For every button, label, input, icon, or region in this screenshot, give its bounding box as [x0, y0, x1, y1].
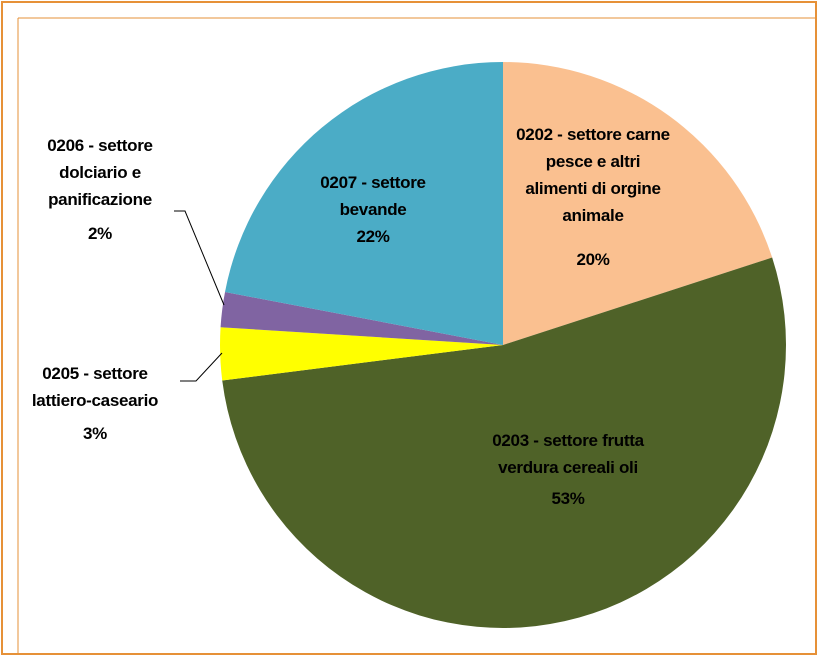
data-label: 0207 - settore bevande 22%: [293, 169, 453, 250]
category-label: 0207 - settore bevande: [320, 173, 426, 219]
category-label: 0202 - settore carne pesce e altri alime…: [516, 125, 670, 225]
pie: [220, 62, 786, 628]
percent-label: 3%: [83, 424, 107, 443]
percent-label: 20%: [576, 250, 610, 269]
data-label: 0202 - settore carne pesce e altri alime…: [513, 121, 673, 273]
percent-label: 2%: [88, 224, 112, 243]
pie-slice: [225, 62, 504, 345]
percent-label: 22%: [356, 227, 390, 246]
data-label: 0203 - settore frutta verdura cereali ol…: [483, 427, 653, 512]
pie-slice: [503, 62, 773, 345]
category-label: 0203 - settore frutta verdura cereali ol…: [492, 431, 644, 477]
percent-label: 53%: [551, 489, 585, 508]
data-label: 0205 - settore lattiero-caseario 3%: [30, 360, 160, 447]
pie-slice: [220, 327, 504, 381]
leader-line: [174, 210, 225, 306]
data-label: 0206 - settore dolciario e panificazione…: [25, 132, 175, 247]
pie-slice: [220, 291, 503, 345]
category-label: 0206 - settore dolciario e panificazione: [47, 136, 153, 209]
pie-slice: [222, 257, 786, 628]
leader-line: [180, 352, 223, 382]
category-label: 0205 - settore lattiero-caseario: [31, 364, 159, 410]
